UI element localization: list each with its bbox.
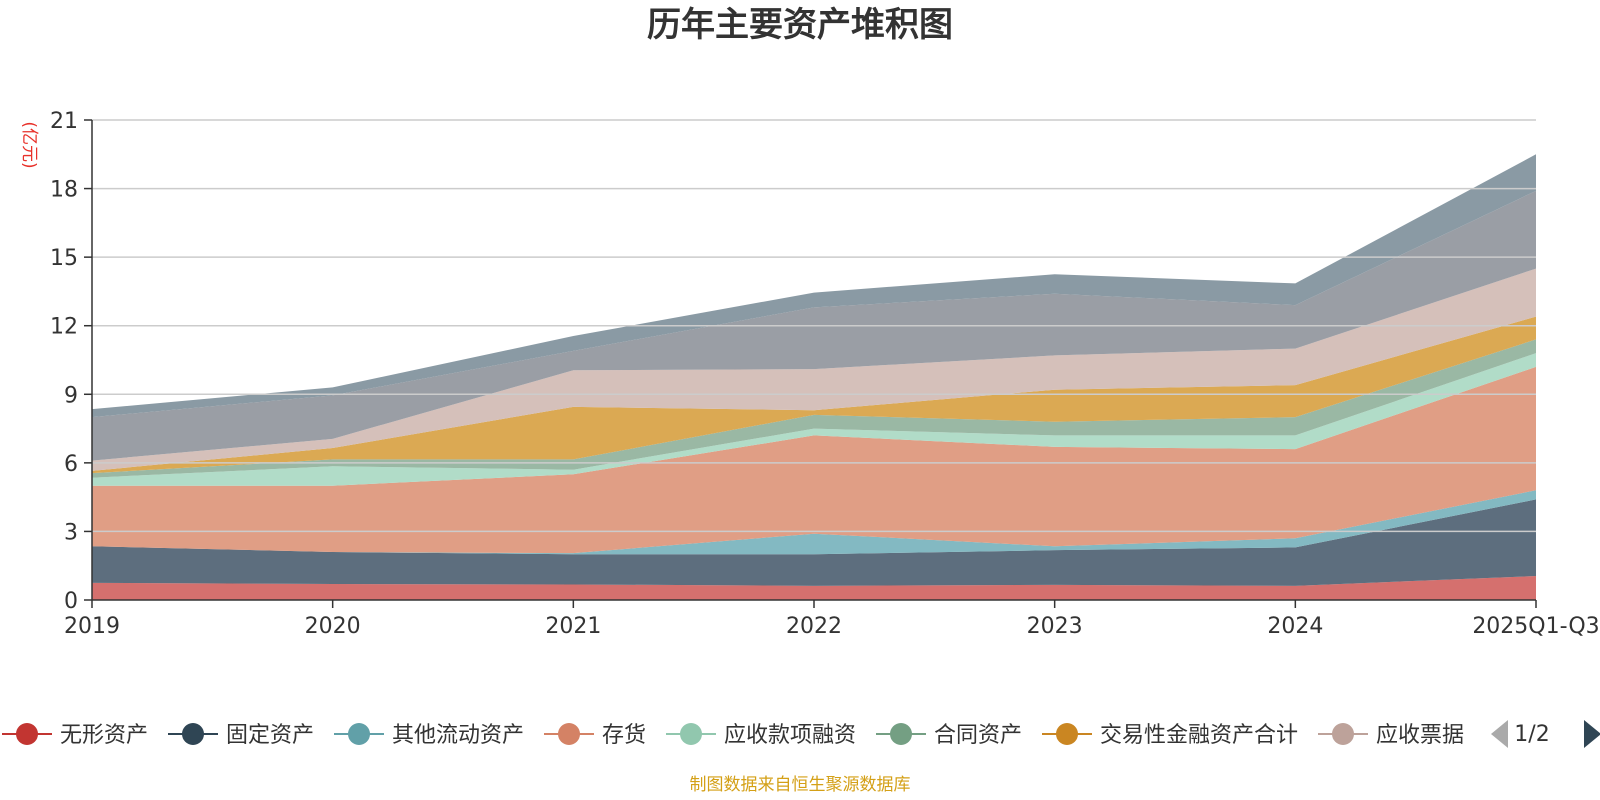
legend-item-0[interactable]: 无形资产 — [2, 723, 148, 748]
legend-marker-1 — [182, 723, 204, 745]
legend-marker-0 — [16, 723, 38, 745]
area-series-0 — [92, 576, 1536, 600]
y-tick-label-1: 3 — [64, 520, 78, 545]
legend-items: 无形资产 固定资产 其他流动资产 存货 应收款项融资 合同资产 交易性金融资产合计 应收票据应… — [2, 723, 1464, 748]
legend-label-2: 其他流动资产 — [392, 723, 524, 748]
area-series-6 — [92, 316, 1536, 474]
y-tick-label-4: 12 — [50, 315, 78, 340]
y-tick-label-6: 18 — [50, 178, 78, 203]
x-tick-label-0: 2019 — [64, 614, 120, 639]
legend-marker-5 — [890, 723, 912, 745]
legend-marker-3 — [558, 723, 580, 745]
legend-label-6: 交易性金融资产合计 — [1100, 723, 1298, 748]
area-series-1 — [92, 499, 1536, 586]
y-tick-label-0: 0 — [64, 589, 78, 614]
legend-marker-2 — [348, 723, 370, 745]
legend-label-1: 固定资产 — [226, 723, 314, 748]
grid-lines — [92, 119, 1536, 533]
y-tick-label-2: 6 — [64, 452, 78, 477]
legend[interactable]: 无形资产 固定资产 其他流动资产 存货 应收款项融资 合同资产 交易性金融资产合计 应收票据应… — [2, 723, 1600, 748]
legend-marker-6 — [1056, 723, 1078, 745]
x-tick-label-6: 2025Q1-Q3 — [1472, 614, 1599, 639]
area-series-3 — [92, 366, 1536, 554]
legend-marker-4 — [680, 723, 702, 745]
legend-label-4: 应收款项融资 — [724, 723, 856, 748]
x-tick-label-4: 2023 — [1027, 614, 1083, 639]
legend-item-7[interactable]: 应收票据 — [1318, 723, 1464, 748]
y-tick-label-5: 15 — [50, 246, 78, 271]
legend-label-5: 合同资产 — [934, 723, 1022, 748]
legend-label-0: 无形资产 — [60, 723, 148, 748]
legend-page-indicator: 1/2 — [1514, 722, 1549, 747]
legend-marker-7 — [1332, 723, 1354, 745]
y-axis-ticks: 0 3 6 9 12 15 18 21 — [50, 109, 92, 614]
x-tick-label-1: 2020 — [305, 614, 361, 639]
legend-label-7: 应收票据 — [1376, 723, 1464, 748]
y-axis-unit: (亿元) — [19, 121, 39, 168]
legend-item-2[interactable]: 其他流动资产 — [334, 723, 524, 748]
area-layers — [92, 154, 1536, 600]
area-series-4 — [92, 353, 1536, 486]
area-series-2 — [92, 490, 1536, 555]
legend-pager: 1/2 — [1491, 720, 1600, 748]
y-tick-label-3: 9 — [64, 383, 78, 408]
chart-title: 历年主要资产堆积图 — [647, 5, 953, 45]
x-tick-label-5: 2024 — [1267, 614, 1323, 639]
legend-next-page-icon[interactable] — [1584, 720, 1600, 748]
y-tick-label-7: 21 — [50, 109, 78, 134]
x-tick-label-2: 2021 — [545, 614, 601, 639]
legend-prev-page-icon[interactable] — [1491, 720, 1508, 748]
area-series-9 — [92, 154, 1536, 418]
legend-item-1[interactable]: 固定资产 — [168, 723, 314, 748]
legend-item-6[interactable]: 交易性金融资产合计 — [1042, 723, 1298, 748]
y-axis-label: (亿元) — [19, 121, 39, 168]
data-source-note: 制图数据来自恒生聚源数据库 — [690, 775, 911, 795]
legend-item-5[interactable]: 合同资产 — [876, 723, 1022, 748]
legend-item-4[interactable]: 应收款项融资 — [666, 723, 856, 748]
area-series-7 — [92, 268, 1536, 471]
x-tick-label-3: 2022 — [786, 614, 842, 639]
legend-item-3[interactable]: 存货 — [544, 723, 646, 748]
x-axis-ticks: 2019 2020 2021 2022 2023 2024 2025Q1-Q3 — [64, 600, 1600, 639]
legend-label-3: 存货 — [602, 723, 646, 748]
